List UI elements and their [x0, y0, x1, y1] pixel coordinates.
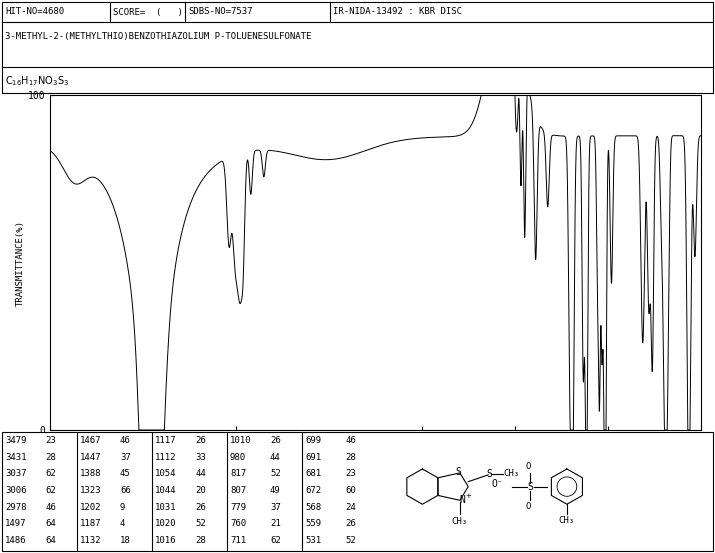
Text: 760: 760 — [230, 519, 246, 529]
Text: 62: 62 — [45, 469, 56, 478]
Text: 28: 28 — [345, 452, 356, 462]
Text: 3431: 3431 — [5, 452, 26, 462]
Text: 1016: 1016 — [155, 536, 177, 545]
Text: 1020: 1020 — [155, 519, 177, 529]
Text: S: S — [527, 482, 533, 492]
Text: 1388: 1388 — [80, 469, 102, 478]
Text: 66: 66 — [120, 486, 131, 495]
Text: 26: 26 — [195, 503, 206, 512]
Text: 24: 24 — [345, 503, 356, 512]
Text: 49: 49 — [270, 486, 281, 495]
Text: CH₃: CH₃ — [503, 469, 519, 478]
Text: 46: 46 — [345, 436, 356, 445]
Text: O: O — [526, 462, 531, 471]
Text: 9: 9 — [120, 503, 125, 512]
X-axis label: WAVENUMBER(-1): WAVENUMBER(-1) — [334, 447, 417, 458]
Text: IR-NIDA-13492 : KBR DISC: IR-NIDA-13492 : KBR DISC — [333, 8, 462, 17]
Text: 1054: 1054 — [155, 469, 177, 478]
Text: O⁻: O⁻ — [491, 479, 503, 489]
Text: 1323: 1323 — [80, 486, 102, 495]
Text: 3006: 3006 — [5, 486, 26, 495]
Text: 3479: 3479 — [5, 436, 26, 445]
Text: 21: 21 — [270, 519, 281, 529]
Text: 568: 568 — [305, 503, 321, 512]
Text: 3037: 3037 — [5, 469, 26, 478]
Text: S: S — [486, 469, 492, 479]
Y-axis label: TRANSMITTANCE(%): TRANSMITTANCE(%) — [16, 220, 25, 305]
Text: CH₃: CH₃ — [559, 516, 575, 525]
Text: 26: 26 — [195, 436, 206, 445]
Text: 28: 28 — [45, 452, 56, 462]
Text: 2978: 2978 — [5, 503, 26, 512]
Text: 1044: 1044 — [155, 486, 177, 495]
Text: N: N — [459, 495, 465, 505]
Text: 44: 44 — [270, 452, 281, 462]
Text: 45: 45 — [120, 469, 131, 478]
Text: SDBS-NO=7537: SDBS-NO=7537 — [188, 8, 252, 17]
Text: 1117: 1117 — [155, 436, 177, 445]
Text: 60: 60 — [345, 486, 356, 495]
Text: 1467: 1467 — [80, 436, 102, 445]
Text: 1447: 1447 — [80, 452, 102, 462]
Text: 52: 52 — [345, 536, 356, 545]
Text: O: O — [526, 502, 531, 512]
Text: 37: 37 — [120, 452, 131, 462]
Text: 52: 52 — [195, 519, 206, 529]
Text: 62: 62 — [45, 486, 56, 495]
Text: 46: 46 — [45, 503, 56, 512]
Text: CH₃: CH₃ — [452, 517, 468, 526]
Text: 52: 52 — [270, 469, 281, 478]
Text: 33: 33 — [195, 452, 206, 462]
Text: HIT-NO=4680: HIT-NO=4680 — [5, 8, 64, 17]
Text: 26: 26 — [345, 519, 356, 529]
Text: 691: 691 — [305, 452, 321, 462]
Text: 64: 64 — [45, 519, 56, 529]
Text: 1010: 1010 — [230, 436, 252, 445]
Text: 699: 699 — [305, 436, 321, 445]
Text: 1202: 1202 — [80, 503, 102, 512]
Text: 28: 28 — [195, 536, 206, 545]
Text: +: + — [465, 493, 470, 499]
Text: 3-METHYL-2-(METHYLTHIO)BENZOTHIAZOLIUM P-TOLUENESULFONATE: 3-METHYL-2-(METHYLTHIO)BENZOTHIAZOLIUM P… — [5, 33, 311, 41]
Text: 817: 817 — [230, 469, 246, 478]
Text: 26: 26 — [270, 436, 281, 445]
Text: $\mathregular{C_{16}H_{17}NO_3S_3}$: $\mathregular{C_{16}H_{17}NO_3S_3}$ — [5, 74, 69, 88]
Text: SCORE=  (   ): SCORE= ( ) — [113, 8, 183, 17]
Text: 779: 779 — [230, 503, 246, 512]
Text: 531: 531 — [305, 536, 321, 545]
Text: 23: 23 — [345, 469, 356, 478]
Text: 681: 681 — [305, 469, 321, 478]
Text: 46: 46 — [120, 436, 131, 445]
Text: 672: 672 — [305, 486, 321, 495]
Text: 980: 980 — [230, 452, 246, 462]
Text: 62: 62 — [270, 536, 281, 545]
Text: 711: 711 — [230, 536, 246, 545]
Text: 1497: 1497 — [5, 519, 26, 529]
Text: 559: 559 — [305, 519, 321, 529]
Text: S: S — [455, 467, 460, 477]
Text: 807: 807 — [230, 486, 246, 495]
Text: 1486: 1486 — [5, 536, 26, 545]
Text: 37: 37 — [270, 503, 281, 512]
Text: 20: 20 — [195, 486, 206, 495]
Text: 18: 18 — [120, 536, 131, 545]
Text: 1112: 1112 — [155, 452, 177, 462]
Text: 64: 64 — [45, 536, 56, 545]
Text: 1187: 1187 — [80, 519, 102, 529]
Text: 23: 23 — [45, 436, 56, 445]
Text: 4: 4 — [120, 519, 125, 529]
Text: 1132: 1132 — [80, 536, 102, 545]
Text: 1031: 1031 — [155, 503, 177, 512]
Text: 44: 44 — [195, 469, 206, 478]
